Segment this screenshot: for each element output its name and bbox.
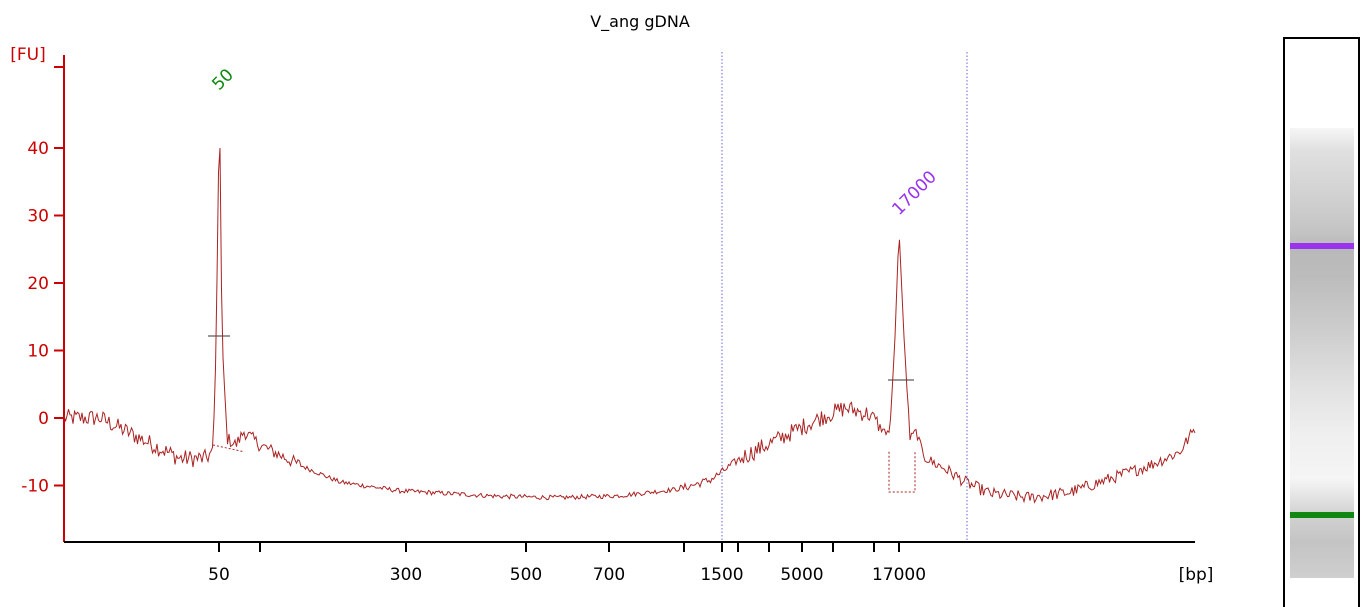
y-tick-label: 40 [27,139,49,159]
electropherogram-trace [63,147,1196,504]
y-axis: -10 0 10 20 30 40 [21,55,65,542]
peak-baseline-50 [212,444,245,453]
x-tick-label: 17000 [872,565,926,585]
region-markers [721,52,968,542]
gel-lane [1283,37,1360,607]
chart-title: V_ang gDNA [590,12,690,32]
x-tick-label: 1500 [700,565,743,585]
peak-label: 50 [208,65,237,94]
peak-baselines [208,335,916,493]
x-tick-label: 50 [208,565,230,585]
x-tick-label: 300 [390,565,422,585]
y-tick-label: 20 [27,274,49,294]
gel-smear [1290,128,1354,578]
x-tick-label: 5000 [780,565,823,585]
peak-labels: 50 17000 [208,65,940,219]
x-tick-label: 500 [510,565,542,585]
gel-band [1290,243,1354,249]
peak-area-17000 [888,451,916,493]
y-tick-label: 0 [38,409,49,429]
x-axis-label: [bp] [1179,565,1214,585]
y-tick-label: -10 [21,477,49,497]
gel-band [1290,512,1354,518]
y-tick-label: 30 [27,207,49,227]
peak-label: 17000 [888,167,940,219]
x-tick-label: 700 [593,565,625,585]
x-axis: 50 300 500 700 1500 5000 17000 [64,541,1195,585]
y-axis-label: [FU] [10,45,46,65]
trace-layer [63,147,1196,504]
y-tick-label: 10 [27,342,49,362]
